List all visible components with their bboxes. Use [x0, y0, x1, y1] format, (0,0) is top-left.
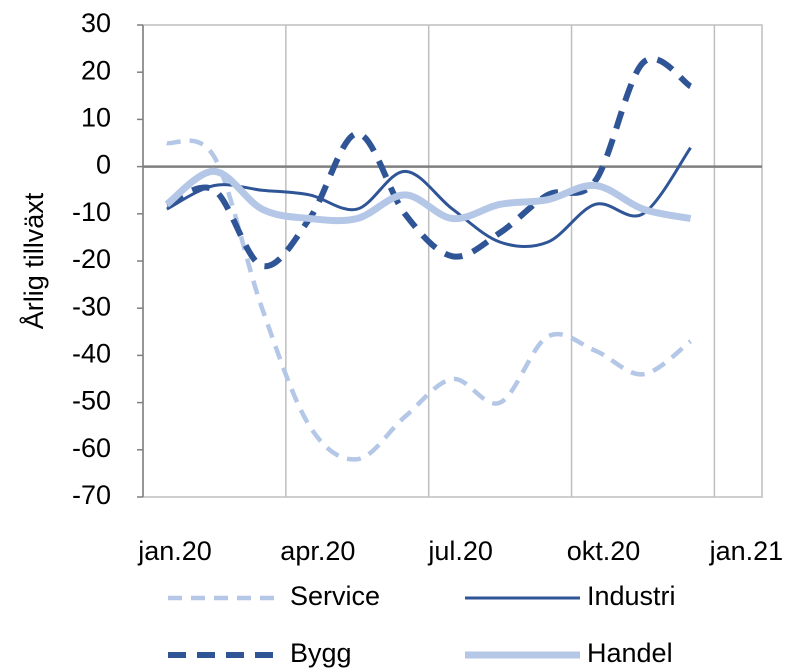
- series-line: [166, 146, 692, 249]
- y-tick-label: -30: [72, 291, 111, 321]
- x-tick-label: okt.20: [567, 536, 641, 566]
- x-tick-label: jul.20: [427, 536, 493, 566]
- plot-border: [142, 24, 763, 498]
- y-tick-label: 30: [81, 8, 111, 38]
- y-tick-label: -50: [72, 386, 111, 416]
- y-tick-label: -70: [72, 480, 111, 510]
- x-tick-label: jan.20: [137, 536, 212, 566]
- series-line: [165, 55, 693, 270]
- y-tick-label: -60: [72, 433, 111, 463]
- y-tick-label: 20: [81, 55, 111, 85]
- y-tick-label: -20: [72, 244, 111, 274]
- x-tick-label: jan.21: [709, 536, 784, 566]
- y-tick-label: -10: [72, 197, 111, 227]
- legend-label: Handel: [587, 638, 673, 668]
- legend-label: Industri: [587, 581, 676, 611]
- y-tick-label: 0: [96, 150, 111, 180]
- legend-label: Bygg: [290, 638, 352, 668]
- series-line: [164, 167, 692, 225]
- y-axis-label: Årlig tillväxt: [18, 192, 49, 329]
- y-tick-label: 10: [81, 103, 111, 133]
- series-line: [166, 138, 692, 462]
- legend-label: Service: [290, 581, 380, 611]
- x-tick-label: apr.20: [280, 536, 355, 566]
- y-tick-label: -40: [72, 339, 111, 369]
